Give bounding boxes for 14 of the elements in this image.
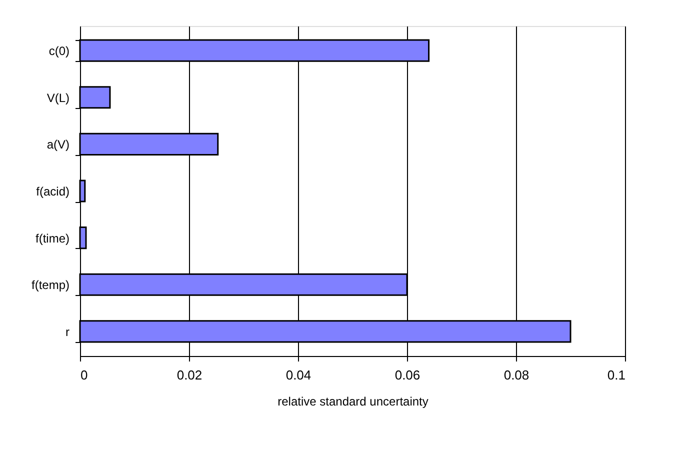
x-tick-label: 0.02 xyxy=(176,368,202,382)
x-tick-label: 0 xyxy=(80,368,88,382)
y-tick-label: f(time) xyxy=(36,231,70,246)
y-tick-label: r xyxy=(66,324,70,339)
y-tick-label: f(acid) xyxy=(36,184,70,198)
y-tick-label: f(temp) xyxy=(31,278,70,292)
x-tick-label: 0.1 xyxy=(607,368,626,382)
y-tick-label: c(0) xyxy=(48,44,70,58)
x-tick-label: 0.08 xyxy=(504,368,530,382)
y-tick-label: a(V) xyxy=(46,138,70,152)
x-tick-label: 0.04 xyxy=(286,368,312,382)
x-tick-label: 0.06 xyxy=(394,368,420,382)
y-tick-label: V(L) xyxy=(46,90,70,105)
x-axis-title: relative standard uncertainty xyxy=(278,394,428,408)
